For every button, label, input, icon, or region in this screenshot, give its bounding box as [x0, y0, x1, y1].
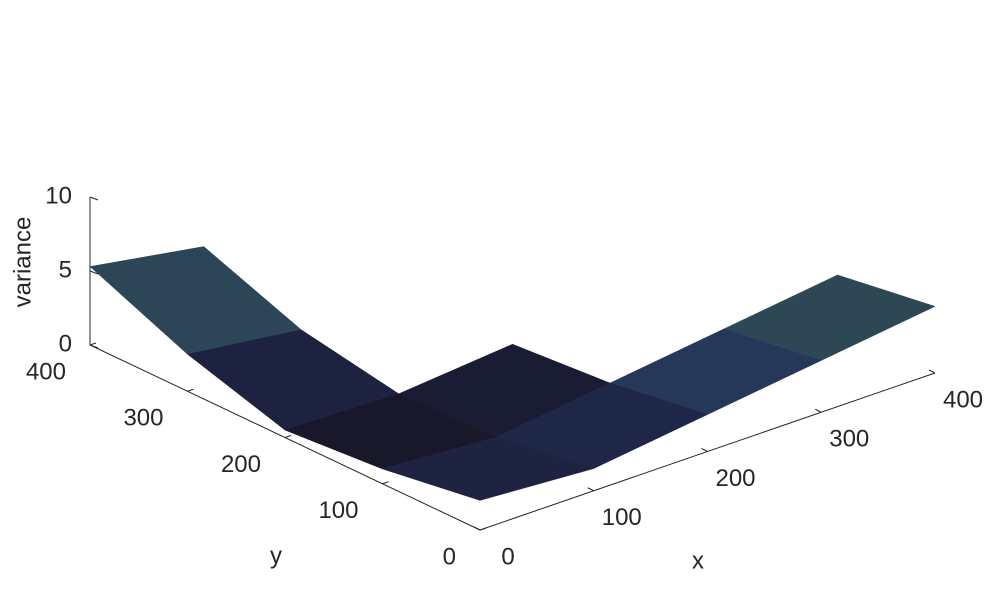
- x-tick-label: 200: [715, 465, 755, 492]
- y-tick: [479, 527, 487, 531]
- z-axis-label: variance: [9, 217, 36, 308]
- y-tick-label: 400: [26, 358, 66, 385]
- y-tick: [187, 388, 194, 392]
- y-tick: [284, 435, 292, 438]
- x-tick: [815, 408, 822, 413]
- z-tick-label: 10: [45, 182, 72, 209]
- z-tick-label: 5: [59, 256, 72, 283]
- x-axis-label: x: [692, 547, 704, 574]
- x-tick: [928, 369, 936, 374]
- x-tick-label: 100: [602, 504, 642, 531]
- y-tick-label: 200: [221, 451, 261, 478]
- surface-patch: [381, 436, 595, 501]
- x-tick: [587, 487, 594, 492]
- y-tick-label: 0: [443, 543, 456, 570]
- y-tick: [89, 342, 97, 346]
- z-tick-label: 0: [59, 330, 72, 357]
- x-tick: [473, 526, 481, 531]
- y-tick-label: 300: [123, 405, 163, 432]
- x-tick-label: 0: [501, 543, 514, 570]
- z-tick: [89, 196, 99, 201]
- y-tick-label: 100: [318, 497, 358, 524]
- x-tick: [701, 448, 708, 452]
- z-tick: [89, 270, 99, 275]
- y-axis-label: y: [270, 542, 282, 569]
- y-tick: [382, 481, 389, 485]
- z-tick: [89, 344, 99, 349]
- x-tick-label: 300: [829, 426, 869, 453]
- x-tick-label: 400: [943, 386, 983, 413]
